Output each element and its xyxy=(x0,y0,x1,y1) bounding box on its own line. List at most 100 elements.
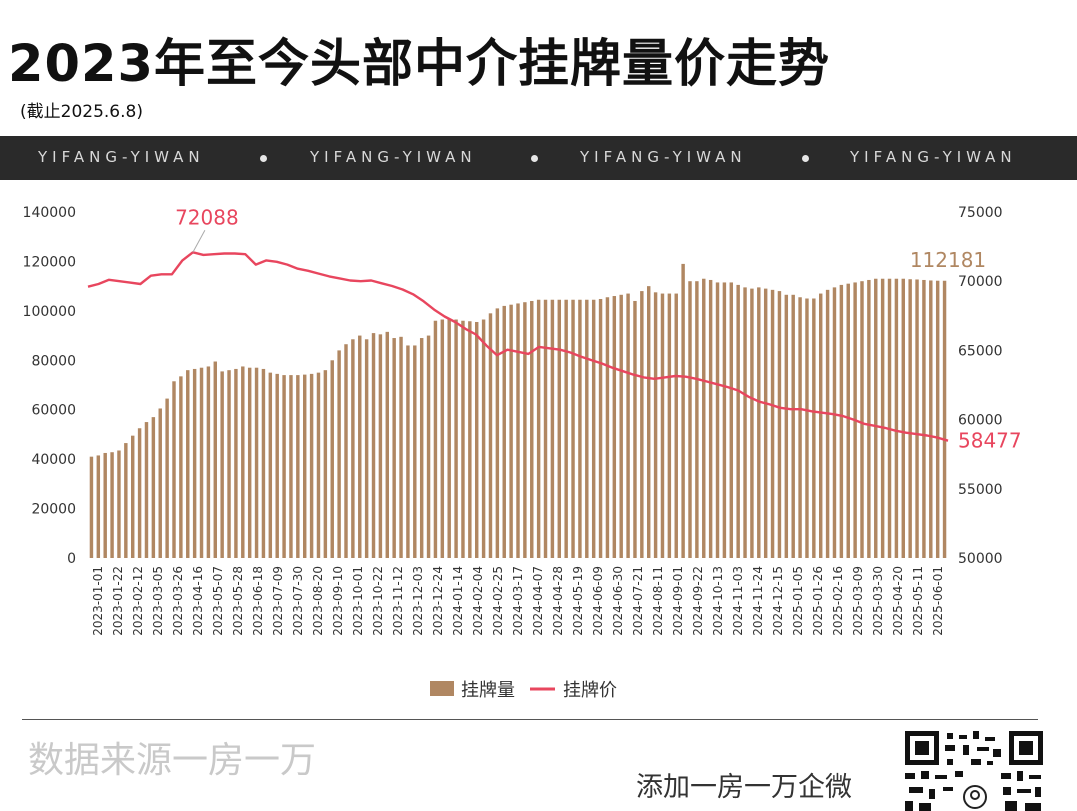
bar xyxy=(199,367,204,558)
y-left-tick-label: 20000 xyxy=(31,502,76,518)
footer-divider xyxy=(22,719,1038,720)
x-tick-label: 2024-09-22 xyxy=(691,566,705,636)
x-tick-label: 2025-02-16 xyxy=(831,566,845,636)
bar xyxy=(867,279,871,558)
bar xyxy=(385,331,389,558)
x-tick-label: 2024-11-24 xyxy=(751,566,765,636)
bar xyxy=(289,375,293,558)
x-tick-label: 2023-08-20 xyxy=(311,566,325,636)
bar-series xyxy=(89,263,947,558)
x-tick-label: 2024-02-25 xyxy=(491,566,505,636)
bar xyxy=(137,428,142,558)
line-series xyxy=(87,251,949,442)
bar xyxy=(729,282,733,558)
bar xyxy=(461,320,465,558)
bar xyxy=(454,319,458,558)
bar xyxy=(880,278,885,558)
bar xyxy=(309,373,314,558)
x-tick-label: 2023-07-09 xyxy=(271,566,285,636)
bar xyxy=(296,375,300,558)
bar xyxy=(942,280,947,558)
bar xyxy=(647,286,651,558)
x-tick-label: 2023-03-05 xyxy=(151,566,165,636)
bar xyxy=(874,278,878,558)
y-right-tick-label: 75000 xyxy=(958,205,1003,221)
brand-banner: YIFANG-YIWAN YIFANG-YIWAN YIFANG-YIWAN Y… xyxy=(0,136,1077,180)
bar xyxy=(626,293,630,558)
x-tick-label: 2025-01-05 xyxy=(791,566,805,636)
bar xyxy=(179,376,183,558)
bar xyxy=(901,278,905,558)
banner-dot xyxy=(531,155,538,162)
bar xyxy=(502,305,506,558)
bar xyxy=(640,291,644,558)
bar xyxy=(667,293,672,558)
x-tick-label: 2025-06-01 xyxy=(931,566,945,636)
bar xyxy=(371,333,376,558)
bar xyxy=(922,279,926,558)
bar xyxy=(351,339,355,558)
bar xyxy=(110,452,114,558)
y-left-tick-label: 40000 xyxy=(31,452,76,468)
banner-text: YIFANG-YIWAN xyxy=(38,148,205,166)
bar xyxy=(860,281,864,558)
x-tick-label: 2025-03-09 xyxy=(851,566,865,636)
x-tick-label: 2023-05-28 xyxy=(231,566,245,636)
bar xyxy=(495,308,500,558)
x-tick-label: 2024-11-03 xyxy=(731,566,745,636)
x-tick-label: 2025-05-11 xyxy=(911,566,925,636)
x-tick-label: 2024-04-07 xyxy=(531,566,545,636)
bar xyxy=(557,299,561,558)
bar xyxy=(475,321,479,558)
y-right-tick-label: 55000 xyxy=(958,482,1003,498)
bar xyxy=(481,319,486,558)
bar xyxy=(117,450,121,558)
x-tick-label: 2023-04-16 xyxy=(191,566,205,636)
x-axis: 2023-01-01 2023-01-22 2023-02-12 2023-03-05… xyxy=(91,566,945,636)
x-tick-label: 2024-06-09 xyxy=(591,566,605,636)
bar xyxy=(715,282,720,558)
bar xyxy=(426,335,431,558)
bar xyxy=(213,361,217,558)
bar xyxy=(440,319,445,558)
x-tick-label: 2024-05-19 xyxy=(571,566,585,636)
y-left-tick-label: 60000 xyxy=(31,403,76,419)
bar xyxy=(757,287,761,558)
bar xyxy=(344,344,348,558)
data-source: 数据来源一房一万 xyxy=(28,740,317,781)
bar xyxy=(165,398,169,558)
y-left-tick-label: 0 xyxy=(67,551,76,567)
bar xyxy=(846,283,850,558)
x-tick-label: 2023-12-03 xyxy=(411,566,425,636)
bar xyxy=(241,366,245,558)
bar xyxy=(124,443,128,558)
bar xyxy=(598,298,603,558)
left-axis: 0 20000 40000 60000 80000 100000 120000 140000 xyxy=(23,205,76,567)
x-tick-label: 2023-02-12 xyxy=(131,566,145,636)
bar xyxy=(605,297,610,558)
bar xyxy=(447,318,451,558)
bar xyxy=(612,296,617,558)
bar xyxy=(96,455,101,558)
bar xyxy=(708,279,713,558)
bar xyxy=(564,299,568,558)
bar xyxy=(268,372,273,558)
bar xyxy=(791,294,795,558)
bar xyxy=(413,345,417,558)
bar xyxy=(702,278,706,558)
banner-text: YIFANG-YIWAN xyxy=(850,148,1017,166)
bar xyxy=(247,367,252,558)
bar xyxy=(337,350,341,558)
bar xyxy=(220,371,224,558)
bar xyxy=(468,321,472,558)
bar xyxy=(488,313,493,558)
x-tick-label: 2023-12-24 xyxy=(431,566,445,636)
bar xyxy=(433,320,438,558)
bar xyxy=(254,367,259,558)
x-tick-label: 2024-08-11 xyxy=(651,566,665,636)
bar xyxy=(509,304,513,558)
x-tick-label: 2024-10-13 xyxy=(711,566,725,636)
bar xyxy=(825,289,830,558)
x-tick-label: 2023-06-18 xyxy=(251,566,265,636)
max-price-label: 72088 xyxy=(175,205,239,229)
